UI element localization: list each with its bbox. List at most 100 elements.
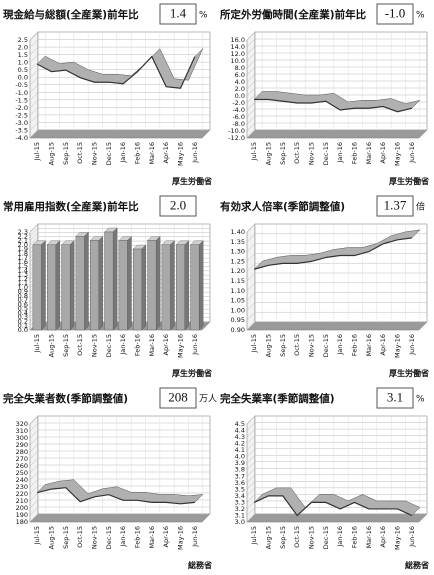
y-tick-label: -8.0 [232,120,245,128]
grid-line [246,428,427,438]
bar [61,244,71,331]
x-tick-label: Sep-15 [279,526,287,549]
bar [47,244,57,331]
y-tick-label: 1.1 [18,279,28,287]
y-tick-label: 3.9 [235,459,245,467]
bar-side [112,227,118,331]
x-tick-label: Apr-16 [379,526,387,547]
y-tick-label: -1.0 [15,89,28,97]
grid-line [29,450,210,460]
x-tick-label: Dec-15 [322,526,330,549]
y-tick-label: 1.2 [18,275,28,283]
x-tick-label: Mar-16 [148,142,156,164]
x-tick-label: Apr-16 [162,334,170,355]
y-tick-label: 3.0 [235,518,245,526]
x-tick-label: Apr-16 [379,334,387,355]
grid-line [246,454,427,464]
grid-line [246,302,427,311]
grid-line [246,422,427,431]
floor [29,513,211,523]
y-tick-label: 1.15 [231,277,245,285]
x-tick-label: Jun-16 [191,334,199,356]
y-tick-label: 4.0 [235,78,245,86]
y-tick-label: 250 [16,469,28,477]
y-tick-label: 4.1 [235,446,245,454]
y-tick-label: 0.3 [18,313,28,321]
y-tick-label: 190 [16,511,28,519]
grid-line [246,87,427,97]
bar-side [69,240,75,331]
grid-line [246,223,427,233]
x-tick-label: Dec-15 [105,526,113,549]
grid-line [29,99,210,109]
y-tick-label: 1.5 [18,262,28,270]
data-line [253,495,413,517]
y-tick-label: 14.0 [231,43,245,51]
headline-box [376,195,414,217]
x-tick-label: Oct-15 [76,142,84,164]
bar-side [127,236,132,331]
y-tick-label: 2.0 [18,44,28,52]
y-tick-label: -3.0 [15,119,28,127]
x-tick-label: Jun-16 [191,526,199,548]
x-tick-label: Mar-16 [365,526,373,548]
data-line [254,98,412,113]
source: 総務省 [405,560,429,570]
grid-line [246,494,427,503]
y-tick-label: 6.0 [235,71,245,79]
bar [32,244,42,331]
y-tick-label: 4.3 [235,433,245,441]
y-tick-label: 10.0 [231,57,245,65]
unit: % [416,11,425,21]
y-tick-label: -10.0 [228,127,245,135]
y-tick-label: 1.9 [18,245,28,253]
x-tick-label: Oct-15 [76,526,84,548]
grid-line [246,52,427,62]
x-tick-label: Nov-15 [308,526,316,549]
x-tick-label: Oct-15 [293,334,301,356]
x-tick-label: Jun-16 [191,142,199,164]
bar [147,240,157,331]
y-tick-label: 3.7 [235,472,245,480]
y-tick-label: 270 [16,455,28,463]
grid-line [246,448,427,457]
grid-line [29,39,210,48]
side-wall [246,415,256,523]
x-tick-label: Jun-16 [408,334,416,356]
x-tick-label: Nov-15 [308,142,316,165]
grid-line [246,468,427,477]
chart-panel: 現金給与総額(全産業)前年比 1.4 %-4.0-3.5-3.0-2.5-2.0-1… [3,3,212,186]
bar-side [198,240,204,331]
y-tick-label: -12.0 [228,134,245,142]
y-tick-label: -0.5 [15,81,28,89]
x-tick-label: Nov-15 [308,334,316,357]
floor [29,129,211,139]
x-tick-label: Aug-15 [265,142,273,165]
grid-line [246,311,427,321]
x-tick-label: Dec-15 [322,142,330,165]
source: 厚生労働省 [389,176,429,186]
y-tick-label: 0.0 [235,92,245,100]
grid-line [246,262,427,272]
grid-line [29,415,210,425]
x-tick-label: Sep-15 [279,142,287,165]
y-tick-label: 2.0 [18,241,28,249]
x-tick-label: Aug-15 [48,142,56,165]
x-tick-label: Jul-15 [33,334,41,353]
headline-value: 1.37 [384,197,407,212]
x-tick-label: May-16 [177,526,185,550]
x-tick-label: Mar-16 [365,334,373,356]
y-tick-label: 4.4 [235,427,245,435]
y-tick-label: 290 [16,441,28,449]
grid-line [246,129,427,139]
y-tick-label: 3.5 [235,485,245,493]
y-tick-label: 1.5 [18,51,28,59]
floor [246,321,428,331]
x-tick-label: Jan-16 [119,334,127,356]
x-tick-label: Dec-15 [105,334,113,357]
y-tick-label: 0.95 [231,316,245,324]
x-tick-label: Jul-15 [250,142,258,161]
x-tick-label: Sep-15 [62,142,70,165]
x-tick-label: Oct-15 [293,526,301,548]
x-tick-label: Jun-16 [408,526,416,548]
